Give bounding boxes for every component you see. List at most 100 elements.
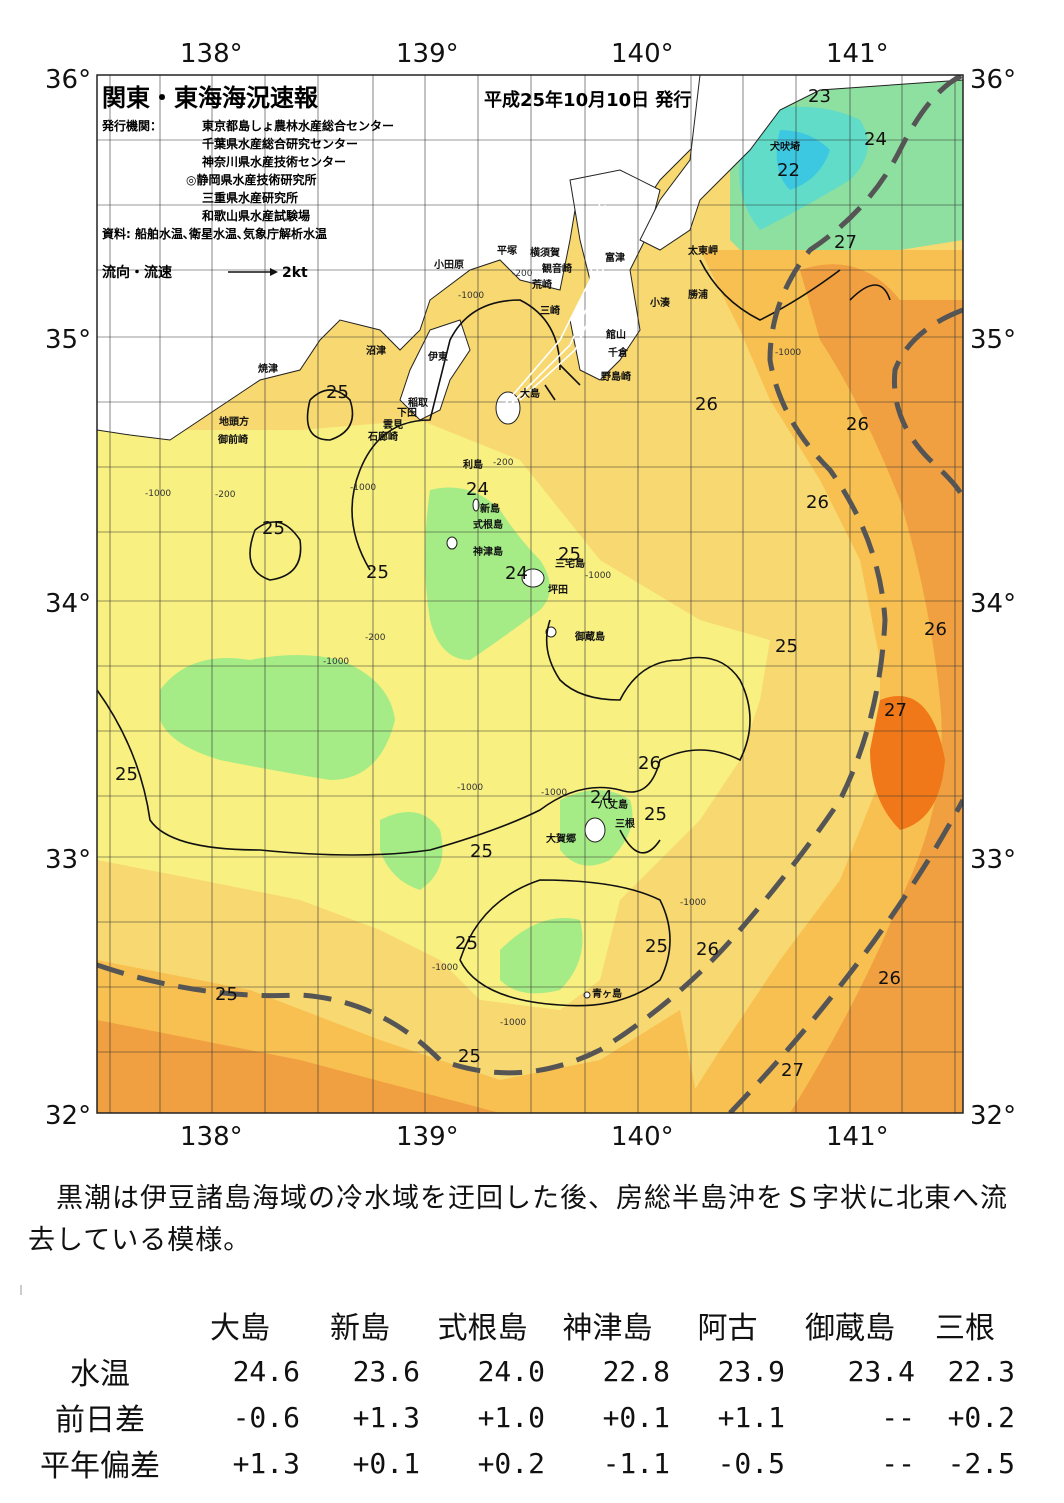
place-name: 小田原 [433,258,464,271]
map-title: 関東・東海海況速報 [102,84,319,112]
publisher-label: 発行機関： [101,118,162,133]
table-cell: 23.4 [847,1354,915,1388]
isotherm-lines [97,259,891,1007]
publisher-item: ◎静岡県水産技術研究所 [186,172,316,187]
place-name: 沼津 [366,344,386,357]
depth-labels: -200 -1000 -200 -1000 -200 -1000 -1000 -… [145,269,801,1028]
lon-label: 139° [396,39,459,69]
place-name: 館山 [605,328,626,341]
place-name: 石廊崎 [367,430,398,443]
column-header: 式根島 [437,1311,528,1346]
depth-label: -1000 [432,963,458,973]
place-name: 大島 [520,387,540,400]
place-name: 御蔵島 [574,630,605,643]
isotherm-label: 26 [846,414,869,435]
table-cell: +1.3 [352,1400,420,1434]
table-cell: +1.1 [717,1400,785,1434]
publisher-item: 三重県水産研究所 [202,190,298,205]
isotherm-label: 25 [115,764,138,785]
isotherm-label: 27 [834,232,857,253]
table-cell: +0.2 [947,1400,1015,1434]
lat-label: 33° [45,845,91,875]
issue-date: 平成25年10月10日 発行 [484,89,691,111]
depth-label: -200 [215,490,236,500]
lon-label: 138° [180,1122,243,1152]
place-name: 大賀郷 [546,832,576,845]
place-name: 小湊 [649,296,671,309]
lon-label: 140° [611,39,674,69]
depth-label: -1000 [775,348,801,358]
depth-label: -1000 [680,898,706,908]
table-cell: -0.5 [717,1446,785,1480]
lat-label: 34° [45,589,91,619]
lat-label: 32° [970,1101,1016,1131]
depth-label: -200 [493,458,514,468]
table-cell: 22.3 [947,1354,1015,1388]
summary-text: 黒潮は伊豆諸島海域の冷水域を迂回した後、房総半島沖をＳ字状に北東へ流去している模… [28,1183,1008,1256]
lat-label: 36° [970,65,1016,95]
place-name: 三根 [615,817,635,830]
isotherm-label: 25 [366,562,389,583]
isotherm-label: 24 [864,129,887,150]
temp-zone-27 [790,264,963,1113]
isotherm-label: 26 [638,753,661,774]
column-header: 新島 [330,1311,390,1346]
place-name: 平塚 [497,244,517,257]
isotherm-label: 25 [470,841,493,862]
flow-legend-label: 流向・流速 [102,264,172,281]
place-name: 下田 [397,407,417,419]
table-cell: +1.3 [232,1446,300,1480]
table-row: 水温 24.6 23.6 24.0 22.8 23.9 23.4 22.3 [20,1348,1015,1394]
table-cell: 23.6 [352,1354,420,1388]
isotherm-label: 24 [505,563,528,584]
isotherm-label: 25 [458,1046,481,1067]
place-name: 利島 [463,458,483,471]
isotherm-label: 23 [808,86,831,107]
island-aogashima [583,991,591,999]
divider-mark [20,1285,22,1295]
isotherm-label: 24 [466,479,489,500]
flow-legend-arrowhead [270,268,278,276]
isotherm-label: 25 [326,382,349,403]
temp-zone-27-south [97,1020,500,1113]
table-cell: 23.9 [717,1354,785,1388]
table-corner [20,1302,180,1348]
place-name: 千倉 [608,346,629,359]
publisher-block: 発行機関： 東京都島しょ農林水産総合センター 千葉県水産総合研究センター 神奈川… [101,118,394,281]
depth-label: -1000 [458,291,484,301]
map-frame [96,74,964,1114]
place-name: 富津 [605,251,625,264]
lat-label: 36° [45,65,91,95]
cold-patch-south [500,918,583,994]
island-mikura [545,626,557,638]
place-name: 青ヶ島 [592,987,622,1000]
row-label: 水温 [70,1357,130,1392]
lon-label: 140° [611,1122,674,1152]
temp-zone-25-west [97,430,220,860]
isotherm-labels: 23 24 22 27 26 25 24 25 25 26 26 26 25 2… [115,86,947,1081]
cold-patch-mid [380,812,443,890]
table-cell: -0.6 [232,1400,300,1434]
column-header: 阿古 [697,1311,758,1346]
publisher-item: 神奈川県水産技術センター [202,154,346,169]
table-row: 平年偏差 +1.3 +0.1 +0.2 -1.1 -0.5 -- -2.5 [20,1440,1015,1486]
isotherm-label: 25 [775,636,798,657]
map-svg: 138° 139° 140° 141° 138° 139° 140° 141° … [45,39,1016,1152]
place-name: 雲見 [383,419,403,431]
cold-coastal-22 [776,130,830,190]
column-header: 大島 [210,1311,270,1346]
grid [97,75,963,1113]
lon-label: 138° [180,39,243,69]
depth-label: -1000 [541,788,567,798]
data-source: 資料: 船舶水温､衛星水温､気象庁解析水温 [102,226,327,241]
depth-label: -1000 [323,657,349,667]
table-cell: 24.0 [477,1354,545,1388]
column-header: 御蔵島 [805,1311,895,1346]
column-header: 三根 [935,1311,995,1346]
isotherm-label: 24 [590,787,613,808]
publisher-item: 東京都島しょ農林水産総合センター [202,118,394,133]
place-name: 式根島 [473,518,503,531]
lon-label: 141° [826,1122,889,1152]
depth-label: -1000 [145,489,171,499]
cold-patch-west [160,655,395,780]
